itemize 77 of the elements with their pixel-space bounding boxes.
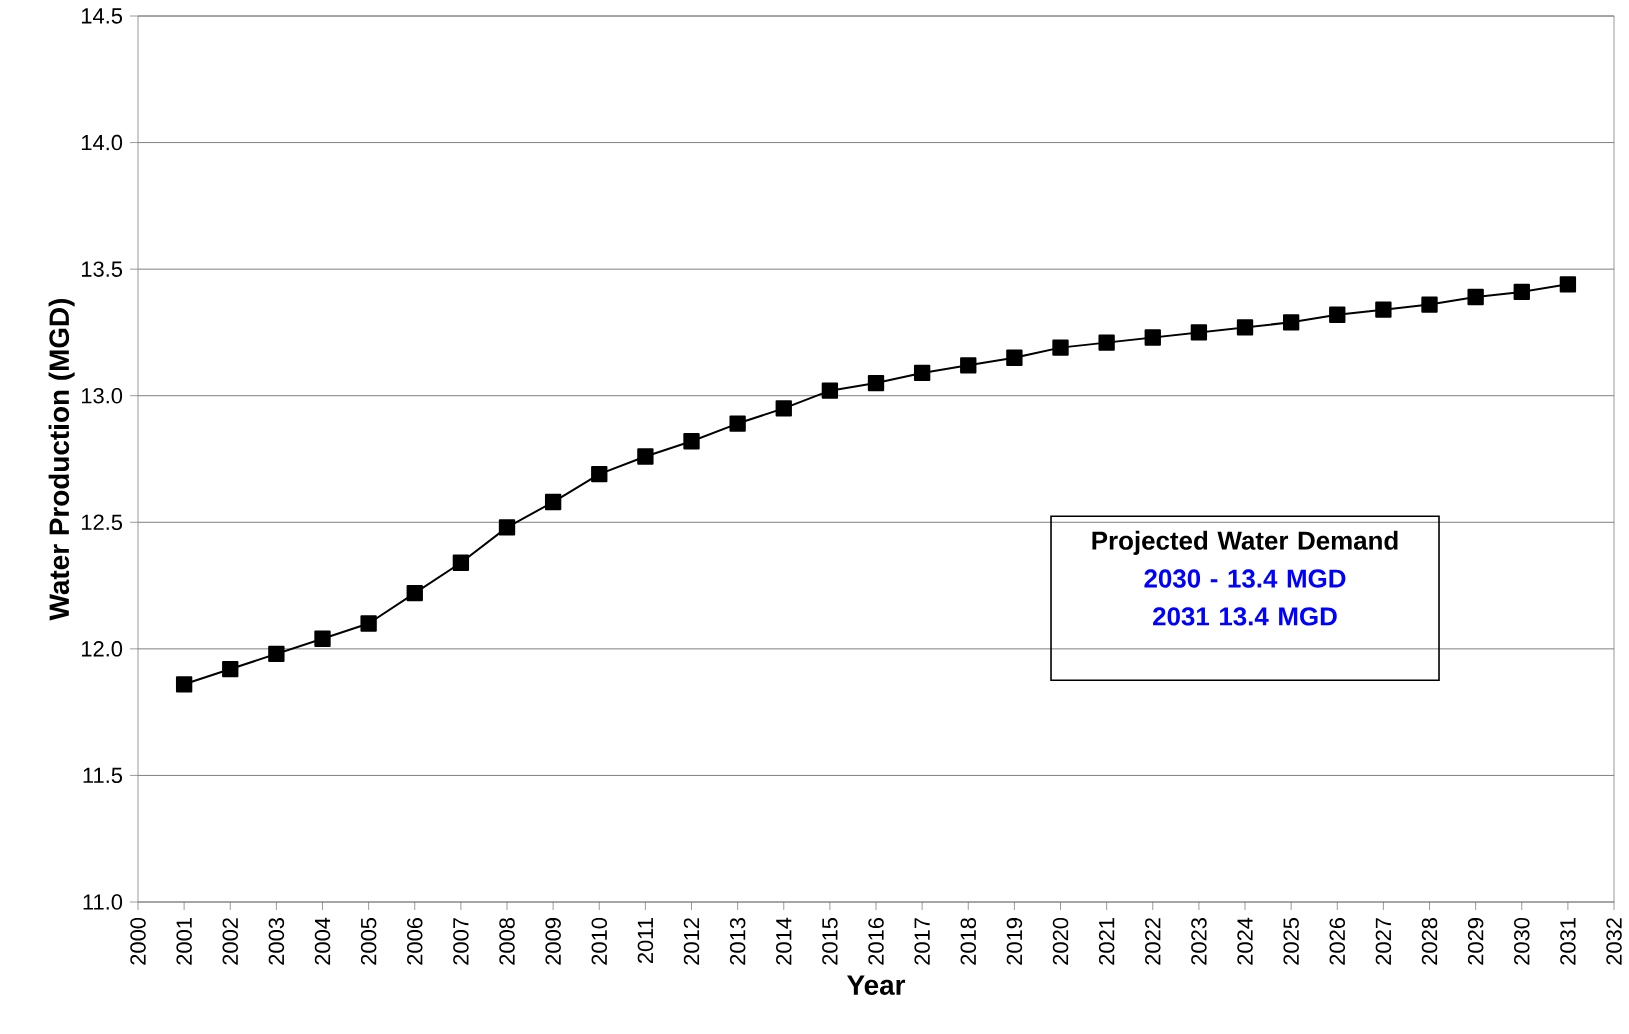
x-tick-label: 2001	[176, 918, 192, 965]
x-tick-label: 2029	[1467, 918, 1484, 965]
point	[1559, 276, 1577, 293]
point	[268, 645, 285, 663]
x-tick-label: 2010	[591, 917, 608, 965]
y-tick-label: 12.5	[81, 514, 123, 531]
point	[452, 554, 470, 571]
x-axis-title: Year	[847, 975, 906, 995]
point	[314, 630, 331, 647]
point	[1236, 319, 1254, 336]
x-tick-label: 2004	[314, 917, 331, 965]
x-tick-label: 2031	[1560, 918, 1576, 965]
point	[729, 415, 746, 432]
y-tick-label: 11.5	[83, 767, 123, 784]
x-tick-label: 2032	[1606, 918, 1622, 965]
y-axis-title: Water Production (MGD)	[48, 298, 75, 621]
y-tick-label: 13.0	[81, 387, 123, 404]
point	[175, 676, 193, 693]
x-tick-label: 2014	[776, 917, 792, 965]
x-tick-label: 2030	[1514, 917, 1530, 965]
x-tick-label: 2022	[1145, 918, 1161, 965]
x-tick-label: 2021	[1098, 918, 1115, 965]
x-tick-label: 2013	[729, 918, 746, 965]
x-tick-label: 2025	[1283, 917, 1299, 965]
x-tick-label: 2006	[407, 918, 423, 965]
point	[1190, 324, 1208, 341]
point	[1329, 306, 1346, 323]
point	[591, 466, 608, 483]
point	[683, 433, 700, 450]
point	[1052, 339, 1069, 356]
x-tick-label: 2003	[268, 918, 285, 965]
annotation: 2031 13.4 MGD	[1153, 607, 1337, 626]
point	[406, 584, 423, 602]
x-tick-label: 2020	[1052, 917, 1069, 965]
point	[1421, 296, 1438, 313]
x-tick-label: 2002	[222, 918, 239, 965]
y-tick-label: 11.0	[83, 894, 123, 910]
point	[867, 374, 885, 392]
x-tick-label: 2017	[914, 918, 930, 965]
y-tick-label: 14.0	[81, 134, 123, 151]
point	[637, 448, 654, 465]
x-tick-label: 2009	[545, 918, 561, 965]
x-tick-label: 2012	[683, 918, 700, 965]
point	[222, 660, 239, 678]
x-tick-label: 2023	[1191, 918, 1207, 965]
annotation: 2030 - 13.4 MGD	[1144, 569, 1346, 588]
y-tick-label: 12.0	[81, 641, 123, 657]
x-tick-label: 2016	[868, 918, 884, 965]
point	[360, 615, 377, 632]
point	[960, 357, 977, 374]
x-tick-label: 2028	[1421, 918, 1438, 965]
point	[1513, 283, 1530, 301]
x-tick-label: 2015	[822, 917, 838, 965]
x-tick-label: 2019	[1006, 918, 1023, 965]
y-tick-label: 13.5	[81, 261, 123, 277]
x-tick-label: 2000	[130, 917, 146, 965]
x-tick-label: 2011	[637, 918, 654, 964]
x-tick-label: 2008	[499, 918, 515, 965]
point	[1282, 314, 1300, 331]
point	[913, 364, 931, 382]
point	[544, 493, 562, 511]
x-tick-label: 2007	[453, 918, 469, 965]
x-tick-label: 2026	[1329, 918, 1346, 965]
point	[775, 400, 792, 417]
point	[1144, 329, 1161, 346]
point	[821, 382, 839, 399]
x-tick-label: 2005	[360, 917, 377, 965]
x-tick-label: 2018	[960, 918, 977, 965]
x-tick-label: 2024	[1237, 917, 1253, 965]
point	[1098, 334, 1115, 351]
y-tick-label: 14.5	[81, 8, 123, 24]
point	[1006, 349, 1023, 366]
annotation: Projected Water Demand	[1092, 530, 1398, 555]
point	[1375, 301, 1392, 318]
x-tick-label: 2027	[1375, 918, 1392, 965]
point	[1467, 288, 1484, 306]
point	[498, 519, 516, 536]
